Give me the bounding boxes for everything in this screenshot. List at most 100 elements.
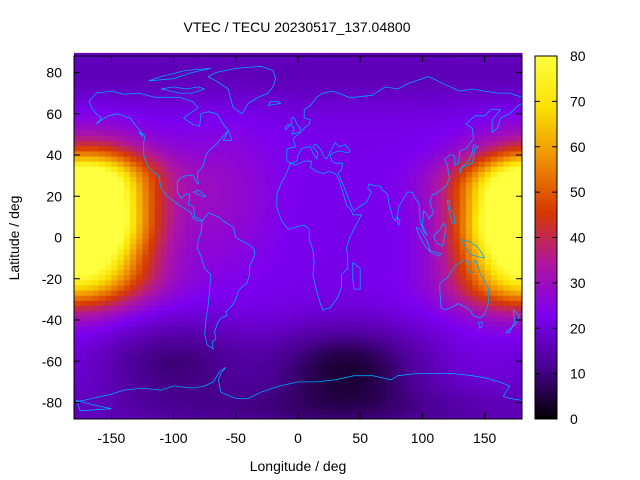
heatmap-cell [453, 413, 461, 420]
heatmap-cell [130, 377, 137, 384]
heatmap-cell [298, 99, 305, 105]
heatmap-cell [136, 351, 143, 358]
heatmap-cell [441, 331, 448, 337]
heatmap-cell [111, 99, 119, 105]
heatmap-cell [123, 388, 131, 394]
heatmap-cell [154, 140, 162, 147]
heatmap-cell [459, 78, 467, 85]
heatmap-cell [173, 145, 181, 152]
heatmap-cell [459, 181, 467, 188]
heatmap-cell [428, 367, 436, 374]
heatmap-cell [316, 382, 324, 389]
heatmap-cell [428, 104, 436, 111]
heatmap-cell [478, 192, 486, 198]
heatmap-cell [204, 207, 212, 214]
heatmap-cell [186, 321, 193, 327]
heatmap-cell [179, 274, 187, 281]
heatmap-cell [210, 73, 218, 80]
heatmap-cell [329, 207, 336, 214]
heatmap-cell [279, 156, 287, 162]
heatmap-cell [167, 161, 175, 167]
heatmap-cell [217, 284, 224, 291]
heatmap-cell [92, 341, 100, 348]
heatmap-cell [161, 357, 168, 363]
heatmap-cell [391, 186, 399, 193]
heatmap-cell [515, 140, 523, 147]
heatmap-cell [279, 336, 287, 343]
heatmap-cell [490, 156, 498, 162]
heatmap-cell [434, 367, 442, 374]
heatmap-cell [397, 408, 405, 415]
heatmap-cell [161, 68, 168, 75]
heatmap-cell [260, 310, 268, 317]
heatmap-cell [497, 331, 504, 337]
heatmap-cell [74, 264, 81, 270]
heatmap-cell [291, 321, 299, 327]
heatmap-cell [434, 331, 442, 337]
heatmap-cell [428, 140, 436, 147]
heatmap-cell [130, 362, 137, 368]
heatmap-cell [254, 212, 262, 219]
heatmap-cell [260, 346, 268, 353]
heatmap-cell [304, 192, 311, 198]
heatmap-cell [130, 150, 137, 157]
heatmap-cell [422, 331, 430, 337]
heatmap-cell [478, 351, 486, 358]
heatmap-cell [186, 259, 193, 265]
heatmap-cell [403, 192, 411, 198]
heatmap-cell [385, 264, 392, 270]
heatmap-cell [378, 377, 386, 384]
heatmap-cell [105, 161, 112, 167]
heatmap-cell [266, 233, 274, 240]
heatmap-cell [173, 202, 181, 209]
heatmap-cell [192, 305, 199, 312]
heatmap-cell [179, 300, 187, 307]
heatmap-cell [254, 393, 262, 399]
heatmap-cell [354, 73, 361, 80]
heatmap-cell [235, 243, 243, 250]
heatmap-cell [105, 382, 112, 389]
heatmap-cell [186, 212, 193, 219]
heatmap-cell [223, 248, 231, 255]
heatmap-cell [173, 176, 181, 183]
heatmap-cell [434, 68, 442, 75]
heatmap-cell [80, 104, 87, 111]
heatmap-cell [161, 161, 168, 167]
heatmap-cell [453, 192, 461, 198]
heatmap-cell [354, 181, 361, 188]
heatmap-cell [92, 150, 100, 157]
heatmap-cell [490, 166, 498, 172]
heatmap-cell [123, 58, 131, 64]
heatmap-cell [472, 408, 479, 415]
heatmap-cell [310, 398, 318, 405]
heatmap-cell [148, 150, 156, 157]
heatmap-cell [179, 140, 187, 147]
heatmap-cell [434, 186, 442, 193]
heatmap-cell [490, 119, 498, 126]
heatmap-cell [210, 336, 218, 343]
heatmap-cell [204, 310, 212, 317]
heatmap-cell [154, 300, 162, 307]
heatmap-cell [291, 238, 299, 245]
heatmap-cell [217, 58, 224, 64]
heatmap-cell [347, 403, 355, 410]
heatmap-cell [329, 326, 336, 332]
heatmap-cell [410, 145, 417, 152]
heatmap-cell [360, 248, 367, 255]
heatmap-cell [378, 130, 386, 136]
heatmap-cell [385, 388, 392, 394]
heatmap-cell [322, 310, 330, 317]
heatmap-cell [304, 243, 311, 250]
heatmap-cell [410, 223, 417, 229]
heatmap-cell [273, 326, 280, 332]
heatmap-cell [422, 78, 430, 85]
heatmap-cell [372, 217, 380, 224]
heatmap-cell [366, 171, 374, 178]
heatmap-cell [291, 382, 299, 389]
heatmap-cell [391, 156, 399, 162]
heatmap-cell [167, 377, 175, 384]
heatmap-cell [397, 362, 405, 368]
heatmap-cell [447, 357, 455, 363]
heatmap-cell [148, 408, 156, 415]
heatmap-cell [80, 305, 87, 312]
